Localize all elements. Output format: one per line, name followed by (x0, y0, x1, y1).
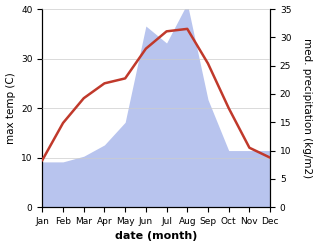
X-axis label: date (month): date (month) (115, 231, 197, 242)
Y-axis label: med. precipitation (kg/m2): med. precipitation (kg/m2) (302, 38, 313, 178)
Y-axis label: max temp (C): max temp (C) (5, 72, 16, 144)
